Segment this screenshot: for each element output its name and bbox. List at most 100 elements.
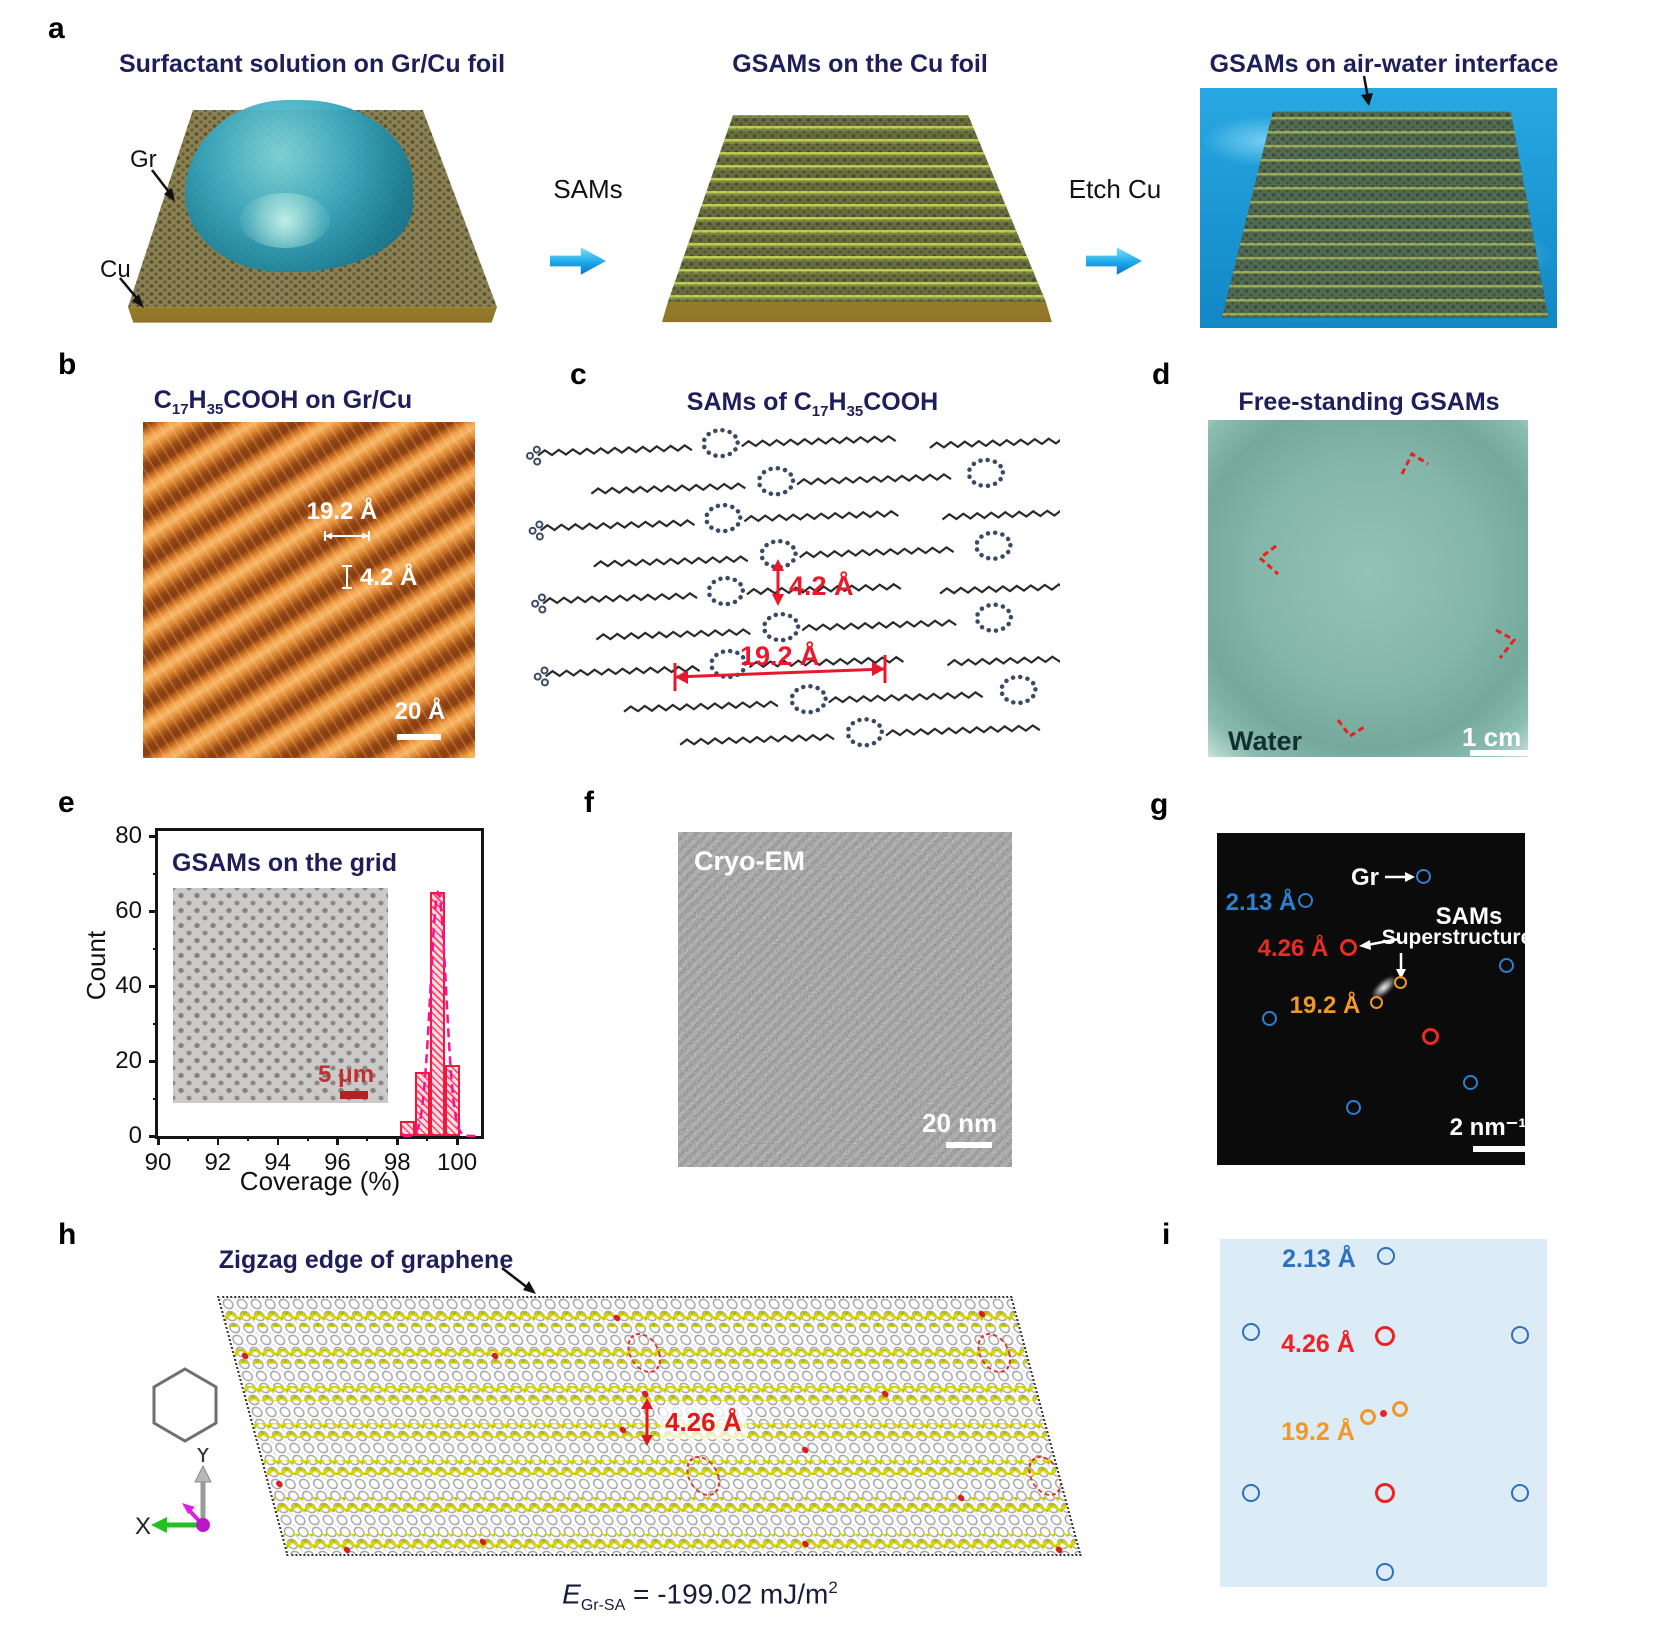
- fft-pattern-image: Gr 2.13 Å SAMs Superstructure 4.26 Å 19.…: [1217, 833, 1532, 1165]
- g-superstructure-arrow-1: [1359, 937, 1400, 950]
- sam-chain-spot: [1340, 939, 1357, 956]
- membrane-corner-mark: [1336, 719, 1367, 739]
- panel-label-d: d: [1152, 358, 1171, 391]
- formula-c: C: [153, 386, 172, 414]
- panel-label-a: a: [48, 12, 65, 45]
- y-minor-tick: [153, 1022, 158, 1025]
- hexagon-unit-icon: [152, 1367, 218, 1443]
- gsams-pointer-arrow: [1361, 75, 1373, 106]
- x-minor-tick: [426, 1136, 429, 1141]
- formula-h: H: [188, 386, 207, 414]
- md-simulation-slab: [217, 1296, 1082, 1556]
- formula-h-sub: 35: [206, 401, 224, 418]
- c-lamella-distance: 19.2 Å: [740, 640, 820, 671]
- gr-spot: [1416, 869, 1431, 884]
- stm-scalebar-label: 20 Å: [394, 698, 446, 725]
- formula-c-sub: 17: [171, 401, 189, 418]
- g-scalebar: [1473, 1146, 1528, 1152]
- e-x-axis-title: Coverage (%): [239, 1166, 401, 1196]
- x-tick: [157, 1136, 160, 1145]
- water-label: Water: [1228, 726, 1303, 756]
- gr-spot: [1242, 1484, 1260, 1502]
- stm-spacing-annotation: 19.2 Å: [306, 498, 378, 525]
- x-minor-tick: [246, 1136, 249, 1141]
- axis-x-label: X: [135, 1513, 151, 1540]
- formula-c: C: [793, 388, 812, 416]
- x-tick: [216, 1136, 220, 1145]
- g-gr-arrow: [1385, 872, 1415, 882]
- energy-superscript: 2: [828, 1578, 838, 1597]
- tick-label: 96: [324, 1149, 351, 1176]
- etch-cu-step-label: Etch Cu: [1068, 174, 1162, 204]
- panel-a-step3-title: GSAMs on air-water interface: [1209, 50, 1559, 78]
- title-suffix: on Gr/Cu: [298, 386, 413, 414]
- tick-label: 94: [264, 1149, 291, 1176]
- x-tick: [336, 1136, 339, 1145]
- gaussian-fit-curve: [403, 889, 479, 1138]
- panel-label-g: g: [1150, 788, 1169, 821]
- energy-symbol: E: [562, 1578, 581, 1610]
- tick-label: 100: [437, 1149, 478, 1176]
- sam-chain-spot: [1375, 1483, 1395, 1503]
- cu-pointer-arrow: [119, 277, 144, 308]
- y-minor-tick: [153, 1097, 158, 1100]
- e-inset-title: GSAMs on the grid: [172, 849, 397, 877]
- d-scalebar-label: 1 cm: [1462, 722, 1522, 752]
- g-scalebar-label: 2 nm⁻¹: [1449, 1114, 1527, 1141]
- stm-spacing-arrow: [324, 531, 370, 541]
- y-tick: [149, 985, 158, 988]
- axis-y-label: Y: [195, 1448, 211, 1468]
- panel-a-step1-title: Surfactant solution on Gr/Cu foil: [118, 50, 506, 78]
- formula-tail: COOH: [223, 386, 299, 414]
- i-d1-label: 2.13 Å: [1282, 1245, 1356, 1273]
- stm-scalebar: [397, 734, 441, 740]
- cu-foil-edge: [127, 307, 497, 323]
- superstructure-spot: [1360, 1409, 1376, 1425]
- e-inset-scalebar-label: 5 μm: [318, 1061, 375, 1088]
- energy-value: = -199.02 mJ/m: [625, 1578, 829, 1610]
- gr-spot: [1346, 1100, 1361, 1115]
- membrane-corner-mark: [1495, 628, 1517, 659]
- h-row-distance-label: 4.26 Å: [660, 1406, 747, 1439]
- gr-spot: [1463, 1075, 1478, 1090]
- x-tick: [396, 1136, 399, 1145]
- sam-rows-texture: [667, 115, 1046, 303]
- gr-spot: [1511, 1326, 1529, 1344]
- stm-image: [143, 422, 475, 758]
- stm-row-arrow: [342, 565, 352, 589]
- f-scalebar-label: 20 nm: [922, 1108, 998, 1138]
- panel-d-title: Free-standing GSAMs: [1238, 388, 1500, 416]
- energy-subscript: Gr-SA: [580, 1596, 626, 1614]
- tem-grid-inset-image: [173, 888, 388, 1103]
- x-tick: [276, 1136, 280, 1145]
- gr-spot: [1499, 958, 1514, 973]
- formula-tail: COOH: [863, 388, 939, 416]
- formula-h-sub: 35: [846, 403, 864, 420]
- panel-c-title: SAMs of C17H35COOH: [640, 388, 985, 420]
- g-gr-label: Gr: [1350, 864, 1379, 891]
- e-inset-scalebar: [340, 1091, 368, 1099]
- c-row-distance: 4.2 Å: [789, 570, 854, 601]
- membrane-corner-mark: [1400, 452, 1429, 475]
- membrane-corner-mark: [1258, 544, 1279, 576]
- gr-spot: [1242, 1323, 1260, 1341]
- panel-label-h: h: [58, 1218, 77, 1251]
- tick-label: 80: [115, 822, 142, 849]
- cu-pointer-label: Cu: [100, 256, 131, 283]
- gr-spot: [1511, 1484, 1529, 1502]
- water-dish-photo: [1208, 420, 1528, 757]
- diffraction-schematic: 2.13 Å 4.26 Å 19.2 Å: [1220, 1239, 1547, 1587]
- sam-packing-diagram: 4.2 Å 19.2 Å: [525, 425, 1060, 760]
- y-tick: [149, 835, 158, 838]
- tick-label: 92: [204, 1149, 232, 1176]
- panel-a-step2-title: GSAMs on the Cu foil: [732, 50, 988, 78]
- tick-label: 60: [115, 897, 142, 924]
- tick-label: 90: [144, 1149, 172, 1176]
- formula-h: H: [828, 388, 847, 416]
- h-row-distance-arrow: [641, 1398, 653, 1446]
- y-minor-tick: [153, 947, 158, 950]
- y-tick: [149, 910, 158, 913]
- panel-label-b: b: [58, 348, 77, 381]
- cryo-em-label: Cryo-EM: [694, 846, 806, 876]
